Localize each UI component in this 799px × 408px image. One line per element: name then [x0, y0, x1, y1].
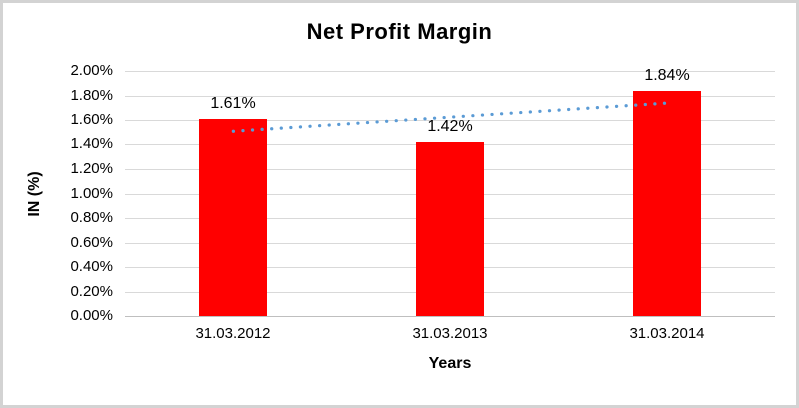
y-tick-label: 0.60%: [70, 234, 113, 251]
bar-value-label: 1.61%: [210, 95, 256, 112]
y-tick-label: 1.60%: [70, 111, 113, 128]
y-tick-label: 0.80%: [70, 209, 113, 226]
x-axis-line: [125, 316, 775, 317]
trendline: [231, 101, 669, 133]
bar-value-label: 1.84%: [644, 67, 690, 84]
y-tick-label: 1.80%: [70, 87, 113, 104]
x-tick-label: 31.03.2012: [195, 325, 271, 342]
x-tick-label: 31.03.2013: [412, 325, 488, 342]
x-tick-label: 31.03.2014: [629, 325, 705, 342]
y-tick-label: 0.00%: [70, 307, 113, 324]
gridline: [125, 71, 775, 72]
bar-31.03.2013: [416, 142, 484, 316]
x-axis-title: Years: [428, 355, 472, 372]
bar-31.03.2012: [199, 119, 267, 316]
gridline: [125, 96, 775, 97]
y-tick-label: 1.20%: [70, 160, 113, 177]
bar-value-label: 1.42%: [427, 118, 473, 135]
y-tick-label: 1.40%: [70, 135, 113, 152]
bar-31.03.2014: [633, 91, 701, 316]
plot-area: 1.61% 1.42% 1.84%: [125, 67, 775, 317]
chart-title: Net Profit Margin: [306, 19, 493, 44]
y-tick-label: 0.20%: [70, 283, 113, 300]
y-tick-label: 0.40%: [70, 258, 113, 275]
y-tick-label: 1.00%: [70, 185, 113, 202]
gridline: [125, 120, 775, 121]
y-tick-label: 2.00%: [70, 62, 113, 79]
